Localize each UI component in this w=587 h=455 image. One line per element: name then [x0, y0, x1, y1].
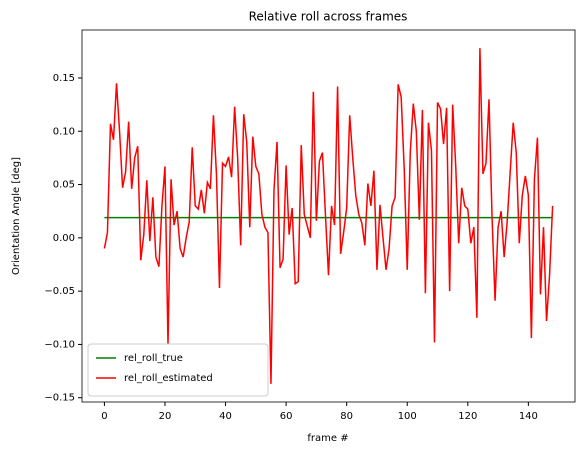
y-tick-label: −0.05 — [44, 286, 75, 297]
y-tick-label: −0.15 — [44, 393, 75, 404]
legend-label: rel_roll_true — [124, 353, 183, 364]
legend: rel_roll_true rel_roll_estimated — [87, 343, 269, 397]
x-axis-label: frame # — [307, 433, 348, 444]
x-tick-label: 0 — [101, 411, 107, 422]
x-tick-label: 60 — [280, 411, 293, 422]
y-tick-label: −0.10 — [44, 339, 75, 350]
chart-title: Relative roll across frames — [249, 10, 408, 24]
x-tick-label: 120 — [458, 411, 477, 422]
x-tick-label: 140 — [519, 411, 538, 422]
legend-label: rel_roll_estimated — [124, 373, 213, 384]
x-tick-label: 20 — [159, 411, 172, 422]
y-tick-label: 0.00 — [53, 233, 75, 244]
y-tick-label: 0.15 — [53, 73, 75, 84]
x-tick-label: 40 — [219, 411, 232, 422]
x-tick-label: 100 — [398, 411, 417, 422]
legend-box — [87, 343, 269, 397]
data-line — [103, 48, 554, 384]
y-tick-label: 0.05 — [53, 180, 75, 191]
plot-frame — [81, 29, 576, 403]
x-tick-label: 80 — [340, 411, 353, 422]
y-tick-label: 0.10 — [53, 126, 75, 137]
y-axis-label: Orientation Angle [deg] — [11, 157, 22, 275]
